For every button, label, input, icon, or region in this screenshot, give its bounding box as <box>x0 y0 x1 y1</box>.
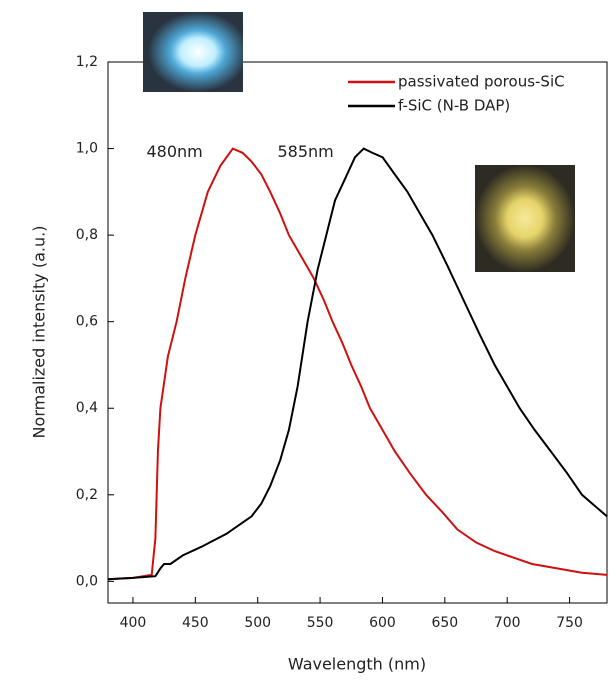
x-axis-label: Wavelength (nm) <box>288 655 426 674</box>
y-tick-label: 1,0 <box>76 141 98 157</box>
plot-frame <box>107 61 608 604</box>
peak-annotation: 480nm <box>146 142 202 161</box>
legend-label: f-SiC (N-B DAP) <box>398 97 510 115</box>
y-tick-label: 0,0 <box>76 573 98 589</box>
legend-label: passivated porous-SiC <box>398 73 565 91</box>
x-tick-label: 600 <box>369 615 396 631</box>
inset-blue-emission <box>143 12 243 92</box>
line-series <box>107 147 608 581</box>
x-tick-label: 650 <box>431 615 458 631</box>
y-tick-label: 0,4 <box>76 400 98 416</box>
x-tick-label: 700 <box>494 615 521 631</box>
line-series <box>107 147 608 581</box>
y-tick-label: 0,6 <box>76 314 98 330</box>
x-tick-label: 400 <box>120 615 147 631</box>
y-tick-label: 1,2 <box>76 54 98 70</box>
x-tick-label: 450 <box>182 615 209 631</box>
y-tick-label: 0,8 <box>76 227 98 243</box>
peak-annotation: 585nm <box>277 142 333 161</box>
x-tick-label: 550 <box>307 615 334 631</box>
y-axis-label: Normalized intensity (a.u.) <box>30 226 49 439</box>
inset-yellow-emission <box>475 165 575 272</box>
x-tick-label: 750 <box>556 615 583 631</box>
x-tick-label: 500 <box>244 615 271 631</box>
y-tick-label: 0,2 <box>76 487 98 503</box>
